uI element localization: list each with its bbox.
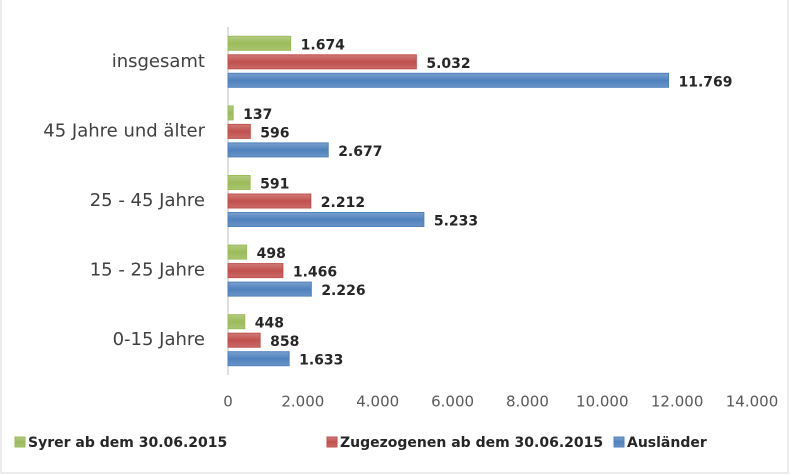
- value-label: 448: [255, 316, 284, 332]
- legend-label: Ausländer: [627, 435, 707, 451]
- value-label: 11.769: [678, 74, 732, 90]
- y-tick-label: 15 - 25 Jahre: [90, 260, 205, 281]
- value-label: 2.212: [321, 195, 365, 211]
- value-label: 858: [270, 334, 299, 350]
- value-label: 591: [260, 177, 289, 193]
- y-tick-label: 45 Jahre und älter: [43, 120, 205, 141]
- x-tick-label: 0: [223, 393, 233, 411]
- value-label: 1.466: [293, 265, 337, 281]
- bar: [227, 263, 284, 279]
- bar: [227, 281, 312, 297]
- bar: [227, 175, 251, 190]
- bar: [227, 105, 234, 121]
- bar: [227, 314, 246, 330]
- y-tick-label: insgesamt: [112, 51, 205, 72]
- value-label: 5.032: [426, 56, 470, 72]
- x-tick-label: 4.000: [356, 393, 399, 411]
- value-label: 5.233: [434, 214, 478, 230]
- x-tick-label: 14.000: [726, 393, 779, 411]
- x-tick-label: 10.000: [576, 393, 629, 411]
- bar: [227, 54, 417, 70]
- x-tick-label: 8.000: [506, 393, 549, 411]
- legend-swatch: [326, 436, 338, 448]
- bar: [227, 72, 669, 88]
- bar: [227, 35, 292, 51]
- value-label: 1.674: [301, 37, 346, 53]
- value-label: 1.633: [299, 353, 343, 369]
- x-tick-label: 12.000: [651, 393, 704, 411]
- x-tick-label: 2.000: [281, 393, 324, 411]
- bar: [227, 351, 290, 367]
- legend-label: Syrer ab dem 30.06.2015: [28, 435, 227, 451]
- value-label: 498: [257, 246, 286, 262]
- bar: [227, 212, 425, 227]
- y-tick-label: 25 - 45 Jahre: [90, 190, 205, 211]
- bar: [227, 332, 261, 348]
- bar: [227, 244, 248, 260]
- bar: [227, 123, 251, 139]
- x-tick-label: 6.000: [431, 393, 474, 411]
- value-label: 137: [243, 107, 272, 123]
- bar: [227, 142, 329, 158]
- value-label: 2.226: [321, 283, 365, 299]
- bar: [227, 193, 312, 209]
- legend-swatch: [613, 436, 625, 448]
- legend-swatch: [14, 436, 26, 448]
- legend-label: Zugezogenen ab dem 30.06.2015: [340, 435, 603, 451]
- value-label: 596: [260, 125, 289, 141]
- y-tick-label: 0-15 Jahre: [113, 329, 205, 350]
- value-label: 2.677: [338, 144, 382, 160]
